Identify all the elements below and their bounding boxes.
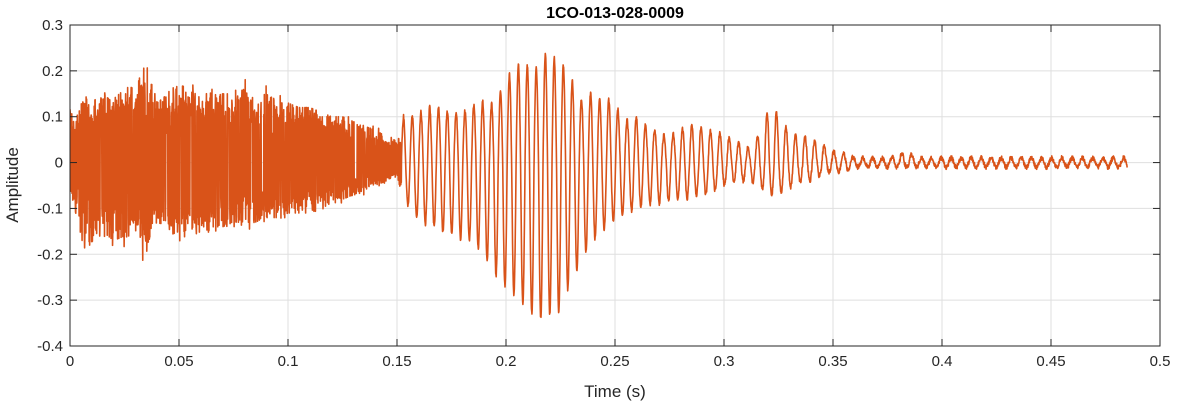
y-tick-label: -0.3 [37,292,63,309]
x-axis-label: Time (s) [584,382,646,401]
y-tick-label: 0 [55,155,63,172]
y-tick-label: -0.1 [37,200,63,217]
axis-ticks [69,24,1161,347]
x-tick-label: 0.35 [818,353,847,370]
y-tick-label: 0.1 [42,109,63,126]
y-tick-label: 0.2 [42,63,63,80]
x-tick-label: 0.3 [714,353,735,370]
x-tick-label: 0 [66,353,74,370]
x-tick-label: 0.05 [164,353,193,370]
y-tick-labels: -0.4 -0.3 -0.2 -0.1 0 0.1 0.2 0.3 [37,17,63,355]
series-line [70,52,1129,319]
plot-area [70,52,1129,319]
x-tick-label: 0.45 [1036,353,1065,370]
x-tick-label: 0.25 [600,353,629,370]
x-tick-label: 0.15 [382,353,411,370]
y-tick-label: 0.3 [42,17,63,34]
y-tick-label: -0.2 [37,246,63,263]
x-tick-label: 0.4 [932,353,953,370]
x-tick-label: 0.5 [1150,353,1171,370]
x-tick-labels: 0 0.05 0.1 0.15 0.2 0.25 0.3 0.35 0.4 0.45 0.5 [66,353,1171,370]
chart-title: 1CO-013-028-0009 [546,5,684,22]
y-tick-label: -0.4 [37,338,63,355]
x-tick-label: 0.1 [278,353,299,370]
y-axis-label: Amplitude [3,147,22,223]
x-tick-label: 0.2 [496,353,517,370]
